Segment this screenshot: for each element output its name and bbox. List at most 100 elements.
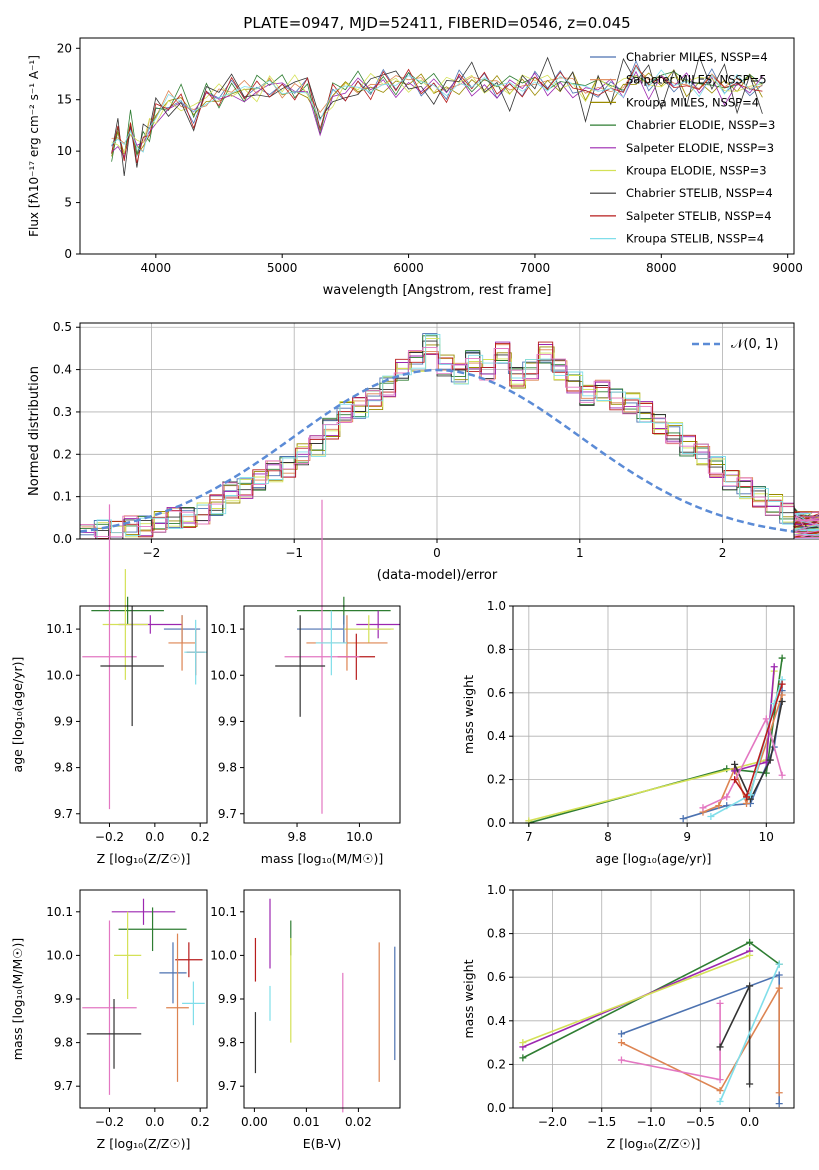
plot-area <box>512 605 795 824</box>
plus-marker <box>699 804 707 812</box>
spectrum-y-tick-label: 5 <box>64 196 72 210</box>
plot-area <box>79 605 208 824</box>
plus-marker <box>519 1054 527 1062</box>
plot-area <box>512 889 795 1109</box>
y-tick-label: 10.0 <box>46 948 73 962</box>
mass-weight-line <box>522 954 750 1044</box>
mass-vs-metallicity-panel: −0.2 0.0 0.2 9.7 9.8 9.9 10.0 10.1 Z [log₁₀(Z/Z☉… <box>10 889 210 1151</box>
normal-curve <box>79 368 795 533</box>
x-tick-label: 10.0 <box>346 830 373 844</box>
spectrum-title: PLATE=0947, MJD=52411, FIBERID=0546, z=0… <box>243 14 630 32</box>
spectrum-legend-label: Kroupa ELODIE, NSSP=3 <box>626 164 767 178</box>
histogram-step-line <box>80 347 819 539</box>
y-tick-label: 9.9 <box>54 714 73 728</box>
plus-marker <box>746 982 754 990</box>
mass-weight-vs-age-panel: 7 8 9 10 0.0 0.2 0.4 0.6 0.8 1.0 age [log₁₀(age/yr… <box>461 599 795 866</box>
x-axis-label: age [log₁₀(age/yr)] <box>596 851 712 866</box>
plus-marker <box>715 802 723 810</box>
y-tick-label: 0.2 <box>487 1057 506 1071</box>
x-tick-label: −0.5 <box>686 1115 715 1129</box>
x-tick-label: 0.01 <box>293 1115 320 1129</box>
spectrum-x-label: wavelength [Angstrom, rest frame] <box>323 283 552 298</box>
x-tick-label: −1.5 <box>587 1115 616 1129</box>
mass-weight-line <box>719 985 751 1084</box>
y-tick-label: 0.0 <box>487 1101 506 1115</box>
mass-weight-line <box>719 963 780 1102</box>
plus-marker <box>743 799 751 807</box>
histogram-step-line <box>81 341 819 540</box>
y-tick-label: 0.8 <box>487 642 506 656</box>
mass-vs-ebv-panel: 0.00 0.01 0.02 9.7 9.8 9.9 10.0 10.1 E(B-V) <box>210 889 401 1151</box>
y-tick-label: 9.7 <box>218 1079 237 1093</box>
spectrum-line <box>111 59 763 159</box>
spectrum-line <box>111 66 763 153</box>
plus-marker <box>707 812 715 820</box>
histogram-x-tick-label: −2 <box>143 546 161 560</box>
plus-marker <box>746 951 754 959</box>
y-tick-label: 9.8 <box>54 1036 73 1050</box>
spectrum-line <box>111 64 763 164</box>
plus-marker <box>775 960 783 968</box>
x-tick-label: 0.2 <box>191 830 210 844</box>
spectrum-legend-label: Chabrier STELIB, NSSP=4 <box>626 186 773 200</box>
spectrum-x-tick-label: 8000 <box>646 261 677 275</box>
y-tick-label: 9.8 <box>218 1036 237 1050</box>
y-tick-label: 0.4 <box>487 729 506 743</box>
histogram-y-tick-label: 0.5 <box>53 320 72 334</box>
histogram-x-label: (data-model)/error <box>377 568 498 583</box>
x-tick-label: 0.02 <box>345 1115 372 1129</box>
x-tick-label: 0.0 <box>145 830 164 844</box>
histogram-x-tick-label: 0 <box>433 546 441 560</box>
plot-area <box>243 889 401 1109</box>
y-tick-label: 10.0 <box>210 948 237 962</box>
plus-marker <box>778 680 786 688</box>
y-tick-label: 9.9 <box>54 992 73 1006</box>
y-tick-label: 10.0 <box>210 668 237 682</box>
histogram-x-tick-label: −1 <box>285 546 303 560</box>
histogram-y-tick-label: 0.2 <box>53 447 72 461</box>
spectrum-plot-area <box>79 37 795 255</box>
plus-marker <box>723 793 731 801</box>
histogram-y-tick-label: 0.1 <box>53 490 72 504</box>
spectrum-line <box>111 70 763 158</box>
normal-legend-label: 𝒩(0, 1) <box>731 337 778 352</box>
plus-marker <box>766 756 774 764</box>
spectrum-legend-label: Chabrier ELODIE, NSSP=3 <box>626 118 775 132</box>
spectrum-legend-label: Salpeter STELIB, NSSP=4 <box>626 209 772 223</box>
x-tick-label: 0.2 <box>191 1115 210 1129</box>
plus-marker <box>617 1056 625 1064</box>
x-axis-label: Z [log₁₀(Z/Z☉)] <box>97 1136 191 1151</box>
plus-marker <box>775 984 783 992</box>
y-tick-label: 10.1 <box>210 905 237 919</box>
x-axis-label: Z [log₁₀(Z/Z☉)] <box>97 851 191 866</box>
histogram-y-tick-label: 0.3 <box>53 405 72 419</box>
x-tick-label: −0.2 <box>95 830 124 844</box>
histogram-y-label: Normed distribution <box>27 366 42 496</box>
residual-histogram-panel: −2 −1 0 1 2 0.0 0.1 0.2 0.3 0.4 0.5 (data-model)/e… <box>27 320 819 583</box>
x-tick-label: 10 <box>759 830 774 844</box>
plus-marker <box>775 971 783 979</box>
plus-marker <box>778 691 786 699</box>
y-tick-label: 0.6 <box>487 970 506 984</box>
y-tick-label: 0.0 <box>487 816 506 830</box>
plus-marker <box>743 793 751 801</box>
x-tick-label: 9 <box>683 830 691 844</box>
x-axis-label: mass [log₁₀(M/M☉)] <box>261 851 383 866</box>
plus-marker <box>723 765 731 773</box>
spectrum-y-tick-label: 0 <box>64 247 72 261</box>
x-tick-label: 9.8 <box>287 830 306 844</box>
plus-marker <box>617 1039 625 1047</box>
spectrum-legend-label: Kroupa STELIB, NSSP=4 <box>626 232 764 246</box>
mass-weight-line <box>702 716 783 809</box>
histogram-x-tick-label: 1 <box>576 546 584 560</box>
y-tick-label: 10.1 <box>46 622 73 636</box>
spectrum-y-tick-label: 10 <box>57 144 72 158</box>
spectrum-legend: Chabrier MILES, NSSP=4 Salpeter MILES, NS… <box>590 50 775 246</box>
plus-marker <box>731 760 739 768</box>
age-vs-metallicity-panel: −0.2 0.0 0.2 9.7 9.8 9.9 10.0 10.1 Z [log₁₀(Z/Z☉… <box>10 504 210 866</box>
spectrum-y-label: Flux [fλ10⁻¹⁷ erg cm⁻² s⁻¹ A⁻¹] <box>27 55 41 237</box>
spectrum-x-tick-label: 6000 <box>393 261 424 275</box>
spectrum-legend-label: Salpeter MILES, NSSP=5 <box>626 73 767 87</box>
spectrum-panel: PLATE=0947, MJD=52411, FIBERID=0546, z=0… <box>27 14 803 298</box>
